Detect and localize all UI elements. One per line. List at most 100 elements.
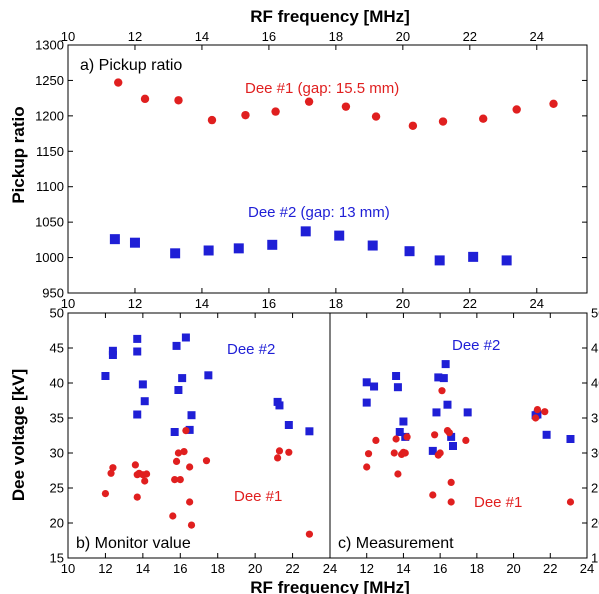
dee2-square-marker	[392, 372, 401, 380]
dee2-square-marker	[233, 243, 244, 254]
dee1-circle-marker	[401, 449, 409, 457]
annotation-dee1-b: Dee #1	[234, 488, 282, 505]
dee2-square-marker	[133, 347, 142, 356]
dee2-square-marker	[395, 428, 404, 436]
y-tick-label-left: 1100	[36, 179, 64, 194]
dee1-circle-marker	[172, 457, 181, 465]
panel-b-plot: 10 12 14 16 18 20 22 24 15 20 25 30 35 40 45 50	[50, 306, 338, 577]
dee2-square-marker	[133, 410, 142, 419]
dee1-circle-marker	[371, 112, 381, 121]
y-tick-label-left: 25	[50, 481, 64, 496]
panel-c-label: c) Measurement	[338, 535, 454, 552]
panel-a-y-axis-title: Pickup ratio	[9, 106, 28, 203]
dee1-circle-marker	[408, 121, 418, 130]
x-tick-label-bottom: 12	[128, 296, 142, 311]
dee2-square-marker	[404, 246, 415, 257]
dee1-circle-marker	[447, 498, 455, 506]
dee1-circle-marker	[140, 94, 150, 104]
dee2-square-marker	[129, 237, 140, 248]
y-tick-label-left: 50	[50, 306, 64, 321]
dee1-circle-marker	[186, 463, 194, 471]
dee1-circle-marker	[532, 414, 540, 422]
y-tick-label-left: 950	[42, 286, 64, 301]
dee2-square-marker	[174, 386, 183, 394]
y-tick-label-left: 15	[50, 551, 64, 566]
dee2-square-marker	[468, 251, 479, 262]
y-tick-label-left: 45	[50, 341, 64, 356]
x-tick-label-bottom: 18	[210, 561, 224, 576]
dee2-square-marker	[108, 346, 117, 355]
dee1-circle-marker	[438, 387, 446, 395]
y-tick-label-right: 35	[591, 411, 599, 426]
dee2-square-marker	[533, 410, 542, 419]
dee1-circle-marker	[364, 450, 373, 458]
dee2-square-marker	[447, 432, 456, 441]
dee2-square-marker	[204, 371, 213, 380]
dee2-square-marker	[284, 421, 293, 429]
annotation-dee2-b: Dee #2	[227, 341, 275, 358]
dee2-square-marker	[434, 373, 443, 382]
y-tick-label-right: 30	[591, 446, 599, 461]
dee2-square-marker	[187, 411, 196, 420]
x-tick-label-bottom: 24	[580, 561, 594, 576]
dee1-circle-marker	[101, 490, 110, 498]
x-tick-label-bottom: 12	[359, 561, 373, 576]
panel-bc-y-axis-title: Dee voltage [kV]	[9, 369, 28, 501]
dee1-circle-marker	[207, 115, 217, 125]
dee2-square-marker	[441, 360, 450, 369]
panel-a-plot: 10 10 12 12 14 14 16 16 18 18 20 20 22 22 24 24 950 1000 1…	[35, 29, 587, 311]
x-tick-label-bottom: 22	[543, 561, 557, 576]
dee1-circle-marker	[549, 99, 558, 109]
dee2-square-marker	[203, 245, 214, 256]
x-tick-label-top: 20	[396, 29, 410, 44]
dee1-circle-marker	[372, 436, 380, 444]
dee2-square-marker	[362, 398, 371, 407]
dee2-square-marker	[101, 372, 110, 380]
x-tick-label-bottom: 18	[470, 561, 484, 576]
dee1-circle-marker	[566, 498, 575, 506]
dee1-circle-marker	[187, 521, 196, 529]
panel-c-frame	[329, 312, 588, 559]
annotation-dee2-a: Dee #2 (gap: 13 mm)	[248, 204, 390, 221]
y-tick-label-left: 1000	[35, 250, 64, 265]
dee1-circle-marker	[114, 78, 123, 87]
x-tick-label-bottom: 18	[329, 296, 343, 311]
annotation-dee1-a: Dee #1 (gap: 15.5 mm)	[245, 80, 399, 97]
annotation-dee2-c: Dee #2	[452, 337, 500, 354]
dee1-circle-marker	[285, 448, 293, 456]
dee1-circle-marker	[363, 463, 371, 471]
dee2-square-marker	[172, 341, 181, 350]
x-tick-label-bottom: 16	[262, 296, 276, 311]
dee1-circle-marker	[304, 97, 314, 106]
dee2-square-marker	[334, 230, 345, 241]
dee1-circle-marker	[241, 110, 250, 120]
dee2-square-marker	[463, 408, 472, 417]
dee1-circle-marker	[171, 476, 179, 484]
dee2-square-marker	[443, 400, 452, 409]
dee1-circle-marker	[202, 457, 211, 465]
x-tick-label-bottom: 10	[61, 561, 75, 576]
dee1-circle-marker	[512, 105, 521, 114]
dee2-square-marker	[275, 401, 284, 410]
y-tick-label-left: 1050	[35, 215, 64, 230]
dee1-circle-marker	[109, 464, 117, 472]
x-tick-label-top: 12	[128, 29, 142, 44]
dee1-circle-marker	[431, 431, 439, 439]
dee2-square-marker	[133, 334, 142, 343]
dee2-square-marker	[181, 333, 190, 342]
dee2-square-marker	[109, 234, 120, 245]
y-tick-label-left: 20	[50, 516, 64, 531]
dee1-circle-marker	[271, 107, 280, 116]
dee1-circle-marker	[133, 493, 141, 501]
x-tick-label-top: 14	[195, 29, 209, 44]
dee1-circle-marker	[176, 476, 184, 484]
dee1-circle-marker	[274, 454, 282, 462]
dee1-circle-marker	[305, 530, 314, 538]
x-tick-label-bottom: 24	[323, 561, 337, 576]
dee1-circle-marker	[390, 449, 398, 457]
dee2-square-marker	[185, 425, 194, 434]
x-tick-label-bottom: 10	[61, 296, 75, 311]
x-tick-label-top: 24	[530, 29, 544, 44]
dee2-square-marker	[439, 374, 448, 383]
